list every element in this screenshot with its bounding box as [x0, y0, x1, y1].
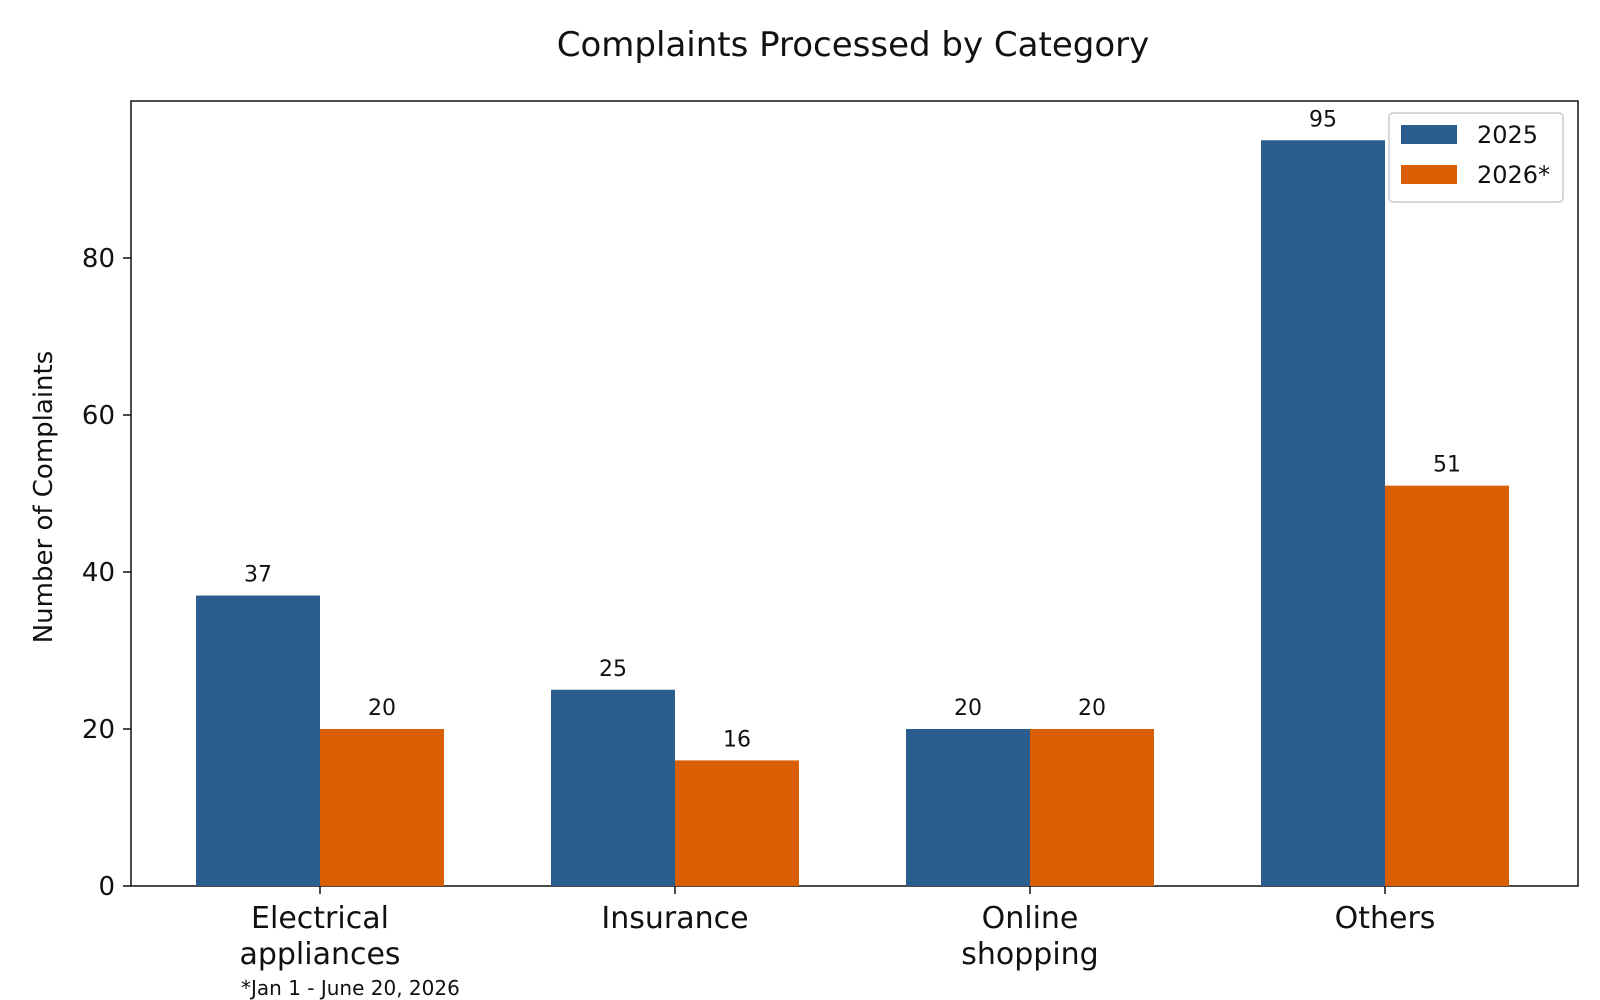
footnote: *Jan 1 - June 20, 2026 [241, 976, 460, 1000]
y-axis-label: Number of Complaints [29, 351, 59, 644]
y-tick-label: 60 [82, 401, 115, 431]
legend-swatch [1401, 125, 1457, 144]
legend: 2025 2026* [1388, 112, 1564, 203]
bar-value-label: 25 [599, 657, 627, 682]
bar [551, 689, 675, 886]
x-tick-label: Online [982, 901, 1079, 936]
x-tick-label: Insurance [601, 901, 748, 936]
x-tick-label: Electrical [251, 901, 389, 936]
bar [196, 595, 320, 886]
bar-value-label: 16 [723, 727, 751, 752]
bar-value-label: 20 [1078, 696, 1106, 721]
x-tick-label: Others [1335, 901, 1436, 936]
bar-value-label: 51 [1433, 453, 1461, 478]
y-tick-label: 0 [98, 872, 115, 902]
legend-entry: 2026* [1477, 161, 1550, 189]
bar [1261, 140, 1385, 886]
bar [675, 760, 799, 886]
bars [196, 140, 1509, 886]
plot-frame [130, 100, 1579, 887]
legend-swatch [1401, 165, 1457, 184]
y-tick-label: 20 [82, 715, 115, 745]
bar [906, 729, 1030, 886]
bar [320, 729, 444, 886]
bar-value-label: 20 [368, 696, 396, 721]
bar-value-label: 95 [1309, 107, 1337, 132]
x-tick-label: shopping [961, 937, 1098, 972]
legend-entry: 2025 [1477, 121, 1538, 149]
bar [1030, 729, 1154, 886]
value-labels: 37 20 25 16 20 20 95 51 [244, 107, 1461, 752]
x-tick-label: appliances [239, 937, 400, 972]
bar-value-label: 20 [954, 696, 982, 721]
y-tick-label: 40 [82, 558, 115, 588]
bar [1385, 485, 1509, 886]
bar-value-label: 37 [244, 563, 272, 588]
chart-title: Complaints Processed by Category [557, 25, 1149, 65]
y-tick-label: 80 [82, 244, 115, 274]
